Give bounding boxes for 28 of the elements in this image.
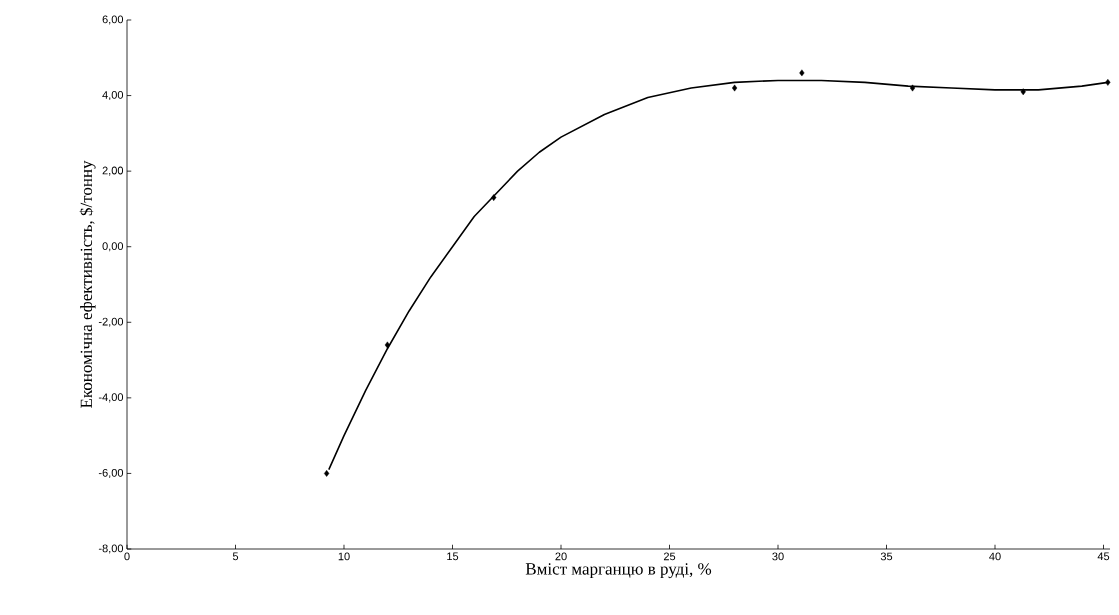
- y-tick-label: 4,00: [102, 91, 124, 101]
- point: [1105, 78, 1111, 86]
- x-tick-label: 45: [1097, 552, 1110, 561]
- x-tick-label: 10: [338, 552, 350, 561]
- point: [1020, 88, 1026, 96]
- x-tick-label: 5: [232, 552, 239, 561]
- y-tick-label: -4,00: [98, 393, 124, 403]
- y-tick-label: 6,00: [102, 15, 124, 25]
- point: [732, 84, 738, 92]
- x-tick-label: 25: [663, 552, 676, 561]
- x-tick-label: 30: [772, 552, 784, 561]
- point: [909, 84, 916, 92]
- x-tick-label: 0: [124, 552, 130, 561]
- y-tick-label: 2,00: [102, 166, 124, 176]
- x-tick-label: 20: [555, 552, 567, 561]
- y-tick-label: -2,00: [98, 317, 124, 327]
- point: [799, 69, 805, 77]
- y-axis-title: Економічна ефективність, $/тонну: [79, 160, 96, 409]
- y-tick-label: 0,00: [102, 242, 124, 252]
- x-axis-title: Вміст марганцю в руді, %: [525, 563, 712, 579]
- y-tick-label: -8,00: [98, 544, 124, 554]
- x-tick-label: 35: [880, 552, 893, 561]
- x-tick-label: 40: [989, 552, 1001, 561]
- x-tick-label: 15: [447, 552, 459, 561]
- point: [384, 341, 390, 349]
- point: [491, 194, 497, 201]
- point: [324, 470, 330, 477]
- y-tick-label: -6,00: [98, 468, 124, 478]
